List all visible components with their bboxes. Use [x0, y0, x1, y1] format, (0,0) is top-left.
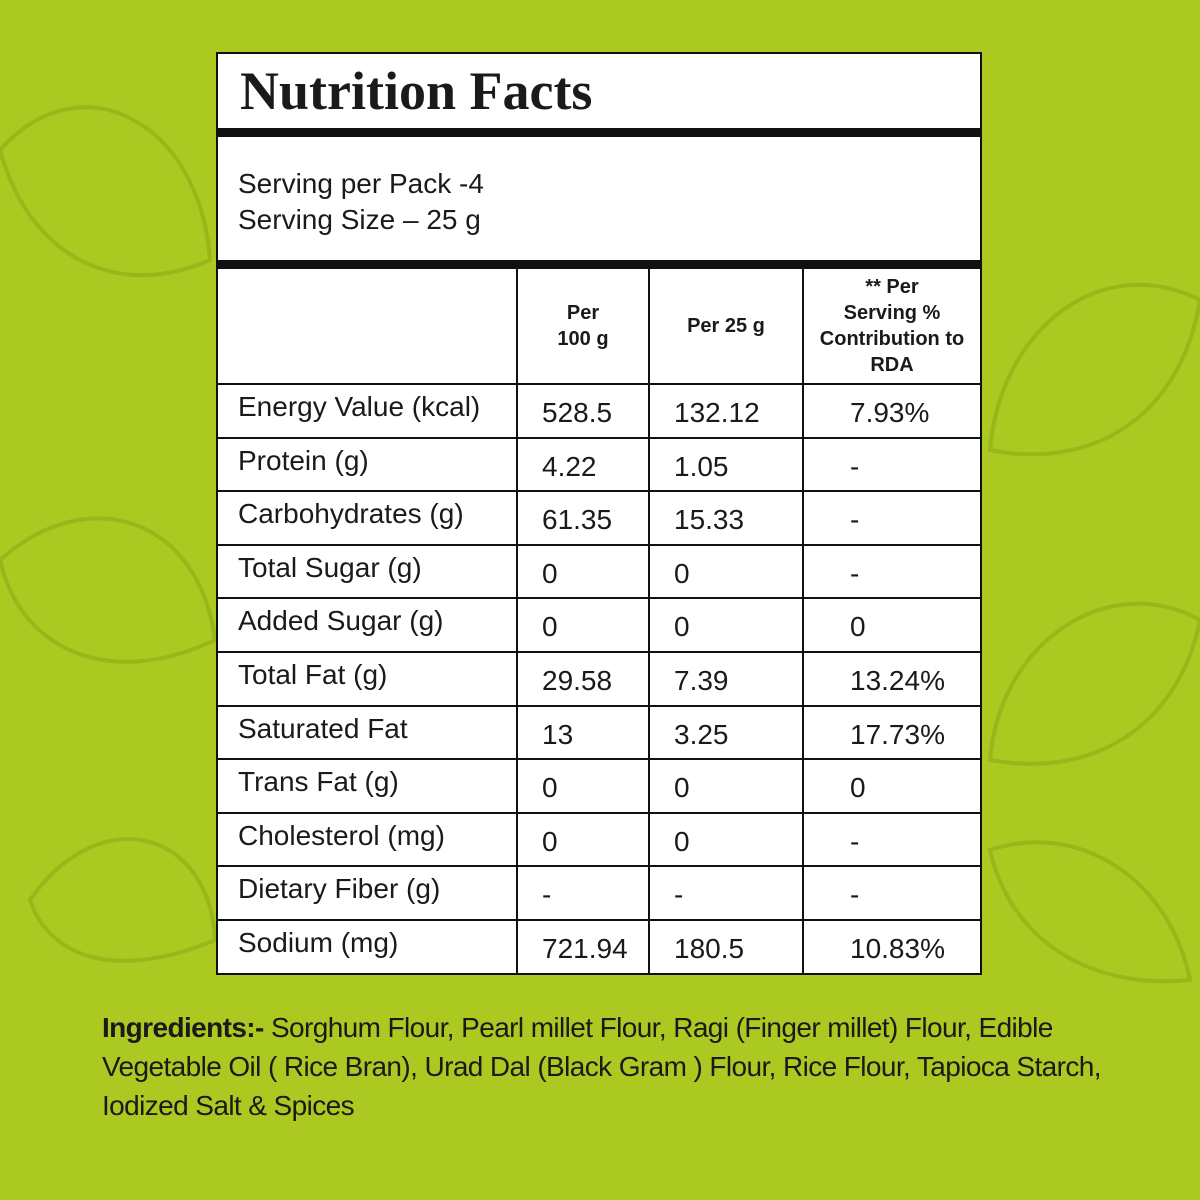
nutrient-value: - — [650, 867, 804, 921]
ingredients-label: Ingredients:- — [102, 1012, 264, 1043]
header-line: Serving % — [843, 302, 941, 324]
nutrient-name: Energy Value (kcal) — [218, 385, 518, 439]
nutrient-value: 0 — [650, 599, 804, 653]
nutrient-value: 132.12 — [650, 385, 804, 439]
nutrient-value: 0 — [518, 760, 650, 814]
header-line: 100 g — [557, 328, 609, 350]
header-cell: ** Per Serving % Contribution to RDA — [804, 269, 980, 385]
nutrient-value: 4.22 — [518, 438, 650, 493]
header-line: RDA — [870, 354, 914, 376]
header-line: Contribution to — [819, 328, 965, 350]
nutrient-value: 13.24% — [804, 653, 980, 707]
nutrient-name: Cholesterol (mg) — [218, 813, 518, 868]
ingredients: Ingredients:- Sorghum Flour, Pearl mille… — [102, 1008, 1142, 1125]
nutrient-value: - — [804, 867, 980, 921]
header-cell — [218, 269, 518, 385]
header-cell: Per 25 g — [650, 269, 804, 385]
nutrient-value: 0 — [650, 813, 804, 868]
divider — [218, 128, 980, 137]
nutrient-value: 7.39 — [650, 653, 804, 707]
nutrient-value: 528.5 — [518, 385, 650, 439]
title: Nutrition Facts — [240, 61, 593, 121]
nutrient-value: 10.83% — [850, 933, 945, 964]
nutrient-value: 29.58 — [518, 653, 650, 707]
nutrient-value: 0 — [518, 545, 650, 600]
header-line: ** Per — [865, 276, 919, 298]
nutrient-name: Dietary Fiber (g) — [218, 867, 518, 921]
divider — [218, 260, 980, 269]
nutrient-value: 0 — [804, 599, 980, 653]
serving-info: Serving per Pack -4 Serving Size – 25 g — [238, 166, 484, 238]
nutrient-value: 3.25 — [650, 706, 804, 761]
nutrient-name: Trans Fat (g) — [218, 760, 518, 814]
nutrient-value: 7.93% — [804, 385, 980, 439]
nutrient-name: Added Sugar (g) — [218, 599, 518, 653]
nutrient-value: 180.5 — [650, 921, 804, 975]
nutrient-value: - — [518, 867, 650, 921]
nutrient-value: 0 — [650, 760, 804, 814]
nutrient-name: Saturated Fat — [218, 706, 518, 761]
nutrient-name: Total Fat (g) — [218, 653, 518, 707]
nutrient-value: 0 — [518, 813, 650, 868]
nutrient-value: 13 — [518, 706, 650, 761]
header-cell: Per 100 g — [518, 269, 650, 385]
nutrient-value: 1.05 — [650, 438, 804, 493]
nutrient-value: 0 — [804, 760, 980, 814]
nutrient-value: - — [804, 492, 980, 546]
nutrient-value: 61.35 — [518, 492, 650, 546]
serving-line: Serving per Pack -4 — [238, 168, 484, 199]
nutrient-value: 721.94 — [518, 921, 650, 975]
nutrient-value: 15.33 — [650, 492, 804, 546]
nutrient-value: 17.73% — [804, 707, 980, 761]
header-line: Per 25 g — [687, 315, 765, 337]
nutrient-value: - — [804, 546, 980, 600]
ingredients-text: Sorghum Flour, Pearl millet Flour, Ragi … — [102, 1012, 1101, 1121]
nutrition-panel: Nutrition Facts Serving per Pack -4 Serv… — [216, 52, 982, 975]
nutrient-name: Sodium (mg) — [218, 921, 518, 975]
nutrient-name: Protein (g) — [218, 438, 518, 493]
nutrient-value: - — [804, 439, 980, 493]
nutrient-value: - — [804, 814, 980, 868]
header-line: Per — [566, 302, 600, 324]
serving-line: Serving Size – 25 g — [238, 204, 481, 235]
nutrient-name: Carbohydrates (g) — [218, 492, 518, 546]
nutrient-value: 0 — [650, 545, 804, 600]
nutrient-name: Total Sugar (g) — [218, 545, 518, 600]
nutrient-value: 0 — [518, 599, 650, 653]
